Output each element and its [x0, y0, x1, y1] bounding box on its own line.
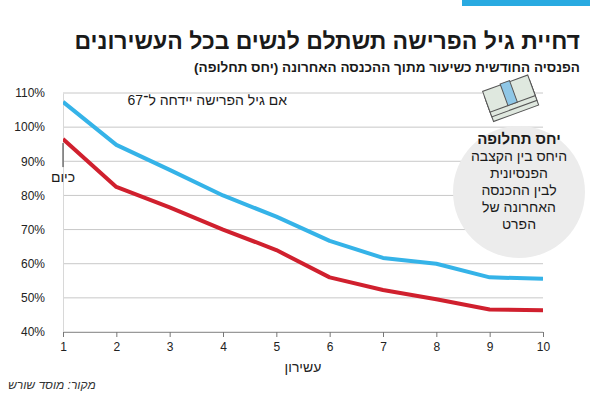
x-tick-mark: [170, 332, 171, 337]
series-line: [63, 102, 543, 279]
x-tick-mark: [490, 332, 491, 337]
y-tick: 110%: [15, 86, 63, 100]
x-tick-label: 8: [433, 340, 440, 354]
y-tick-label: 60%: [21, 257, 45, 271]
x-axis-title: עשירון: [285, 359, 322, 375]
band: [500, 81, 517, 106]
callout-circle: [453, 126, 585, 258]
y-tick: 90%: [21, 155, 63, 169]
y-tick-label: 50%: [21, 291, 45, 305]
y-axis: 40% 50% 60% 70% 80% 90% 100% 110%: [14, 86, 63, 339]
x-tick: 6: [327, 332, 334, 354]
y-tick: 80%: [21, 189, 63, 203]
grid-line: [63, 127, 543, 128]
callout-line: האחרונה של: [453, 199, 585, 216]
x-tick-mark: [116, 332, 117, 337]
series-label: אם גיל הפרישה יידחה ל־67: [128, 92, 288, 108]
money-icon: [482, 74, 538, 121]
x-tick: 7: [380, 332, 387, 354]
title: דחיית גיל הפרישה תשתלם לנשים בכל העשירונ…: [74, 28, 580, 55]
y-tick-label: 110%: [15, 86, 45, 100]
x-tick: 9: [487, 332, 494, 354]
x-axis: 1 2 3 4 5 6 7 8 9 10: [60, 332, 550, 354]
y-tick: 50%: [21, 291, 63, 305]
x-tick-mark: [543, 332, 544, 337]
accent-bar: [462, 0, 590, 6]
x-tick: 8: [433, 332, 440, 354]
y-tick: 100%: [14, 120, 63, 134]
y-tick-label: 80%: [21, 189, 45, 203]
bill: [483, 75, 536, 112]
callout-title: יחס תחלופה: [453, 130, 585, 148]
callout-line: לבין ההכנסה: [453, 182, 585, 199]
x-tick-mark: [330, 332, 331, 337]
y-tick-label: 90%: [21, 155, 45, 169]
x-tick-label: 3: [167, 340, 174, 354]
x-tick-label: 1: [60, 340, 67, 354]
x-tick-label: 9: [487, 340, 494, 354]
x-tick-mark: [223, 332, 224, 337]
callout: יחס תחלופההיחס בין הקצבההפנסיוניתלבין הה…: [453, 130, 585, 233]
y-tick-label: 70%: [21, 223, 45, 237]
subtitle: הפנסיה החודשית כשיעור מתוך ההכנסה האחרונ…: [194, 60, 580, 75]
x-tick: 5: [273, 332, 280, 354]
plot: [63, 102, 543, 310]
y-tick-label: 100%: [14, 120, 45, 134]
y-tick: 70%: [21, 223, 63, 237]
x-tick-label: 7: [380, 340, 387, 354]
callout-line: הפרט: [453, 216, 585, 233]
x-tick-label: 6: [327, 340, 334, 354]
x-tick-label: 5: [273, 340, 280, 354]
series-line: [63, 139, 543, 310]
x-axis-line: [64, 333, 544, 338]
x-tick-mark: [436, 332, 437, 337]
x-tick-mark: [276, 332, 277, 337]
x-tick: 3: [167, 332, 174, 354]
source: מקור: מוסד שורש: [8, 378, 96, 392]
series-label: כיום: [43, 169, 83, 185]
y-axis-line: [63, 94, 64, 333]
y-tick-label: 40%: [21, 325, 45, 339]
x-tick-mark: [63, 332, 64, 337]
x-tick-label: 2: [113, 340, 120, 354]
x-tick: 1: [60, 332, 67, 354]
x-tick-mark: [383, 332, 384, 337]
x-tick: 10: [537, 332, 551, 354]
y-tick: 40%: [21, 325, 63, 339]
callout-line: היחס בין הקצבה: [453, 148, 585, 165]
grid-line: [63, 297, 543, 298]
callout-line: הפנסיונית: [453, 165, 585, 182]
x-tick: 4: [220, 332, 227, 354]
leader-line: [63, 143, 64, 167]
y-tick: 60%: [21, 257, 63, 271]
x-tick: 2: [113, 332, 120, 354]
x-tick-label: 4: [220, 340, 227, 354]
x-tick-label: 10: [537, 340, 551, 354]
